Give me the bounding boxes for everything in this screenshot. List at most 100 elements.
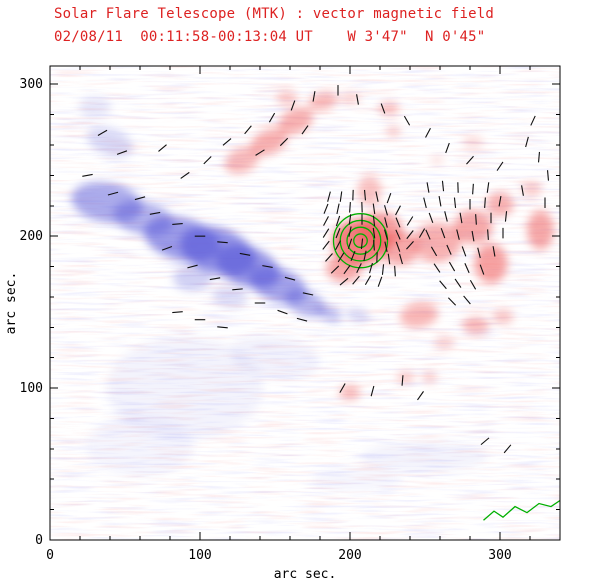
field-vector [161, 245, 173, 251]
field-vector [521, 185, 524, 196]
field-vector [486, 182, 490, 193]
field-vector [302, 292, 314, 296]
field-vector [469, 279, 477, 290]
field-vector [82, 173, 93, 177]
field-vector [149, 211, 161, 215]
field-vector [477, 247, 481, 259]
field-vector [232, 288, 243, 291]
field-vector [255, 149, 265, 156]
field-vector [203, 156, 212, 165]
field-vector [503, 444, 512, 454]
field-vector [406, 230, 414, 240]
field-vector [444, 211, 448, 222]
field-vector [97, 129, 108, 136]
x-tick-label: 100 [188, 548, 211, 563]
field-vector [384, 241, 388, 253]
field-vector [372, 203, 376, 215]
field-vector [337, 252, 345, 263]
field-vector [363, 250, 367, 262]
field-vector [343, 265, 351, 275]
field-vector [363, 189, 367, 201]
field-vector [222, 138, 232, 146]
x-axis-label: arc sec. [274, 567, 337, 582]
field-vector [453, 197, 457, 209]
field-vector [454, 278, 462, 288]
field-vector [537, 151, 541, 163]
field-vector [386, 193, 392, 204]
field-vector [381, 264, 385, 275]
x-tick-label: 300 [488, 548, 511, 563]
axis-labels: 0 100 200 300 0 100 200 300 arc sec. arc sec. [4, 77, 512, 582]
field-vector [401, 375, 404, 386]
field-vector [492, 246, 496, 257]
field-vector [348, 226, 352, 237]
field-vector [348, 214, 352, 225]
field-vector [447, 297, 457, 306]
field-vector [433, 263, 441, 273]
field-vector [475, 214, 477, 225]
polarity-blobs [71, 90, 554, 492]
field-vector [395, 229, 401, 240]
field-vector [360, 238, 364, 250]
field-vector [380, 103, 386, 114]
field-vector [172, 222, 183, 226]
y-tick-label: 100 [20, 381, 43, 396]
field-vector [384, 217, 388, 228]
field-vector [498, 195, 502, 207]
y-axis-label: arc sec. [4, 272, 19, 335]
field-vector [339, 383, 346, 393]
field-vector [279, 137, 289, 147]
field-vector [487, 229, 489, 240]
y-tick-label: 300 [20, 77, 43, 92]
field-vector [347, 238, 353, 249]
field-vector [335, 240, 341, 251]
field-vector [428, 212, 434, 224]
plot-area [50, 66, 560, 540]
field-vectors [82, 85, 550, 454]
field-vector [335, 228, 341, 239]
field-vector [461, 246, 467, 257]
axes-frame [49, 65, 561, 541]
field-vector [325, 253, 333, 262]
field-vector [466, 155, 474, 165]
field-vector [384, 205, 388, 216]
field-vector [301, 125, 309, 135]
field-vector [426, 182, 430, 193]
field-vector [369, 262, 373, 274]
field-vector [525, 136, 529, 148]
field-vector [244, 125, 252, 135]
field-vector [217, 241, 228, 244]
field-vector [372, 215, 376, 227]
field-vector [530, 115, 536, 126]
limb-contour [483, 499, 560, 521]
field-vector [356, 263, 362, 274]
field-vector [268, 112, 276, 123]
field-vector [330, 265, 340, 274]
field-vector [403, 115, 411, 126]
field-vector [335, 215, 341, 227]
field-vector [350, 250, 356, 261]
field-vector [440, 227, 446, 239]
field-vector [546, 170, 550, 181]
field-vector [472, 183, 474, 195]
field-vector [387, 253, 391, 265]
field-vector [187, 264, 198, 269]
field-vector [395, 241, 401, 252]
field-vector [439, 280, 447, 290]
field-vector [438, 195, 442, 207]
field-vector [239, 252, 251, 256]
field-vector [463, 295, 471, 305]
field-vector [480, 437, 490, 446]
field-vector [339, 277, 349, 286]
field-vector [430, 246, 438, 257]
field-vector [107, 191, 119, 196]
field-vector [484, 197, 486, 209]
plot-title: Solar Flare Telescope (MTK) : vector mag… [54, 6, 495, 22]
field-vector [417, 391, 424, 401]
field-vector [399, 253, 403, 265]
field-vector [395, 217, 401, 228]
field-vector [406, 216, 414, 226]
x-tick-label: 0 [46, 548, 54, 563]
field-vector [284, 276, 296, 281]
